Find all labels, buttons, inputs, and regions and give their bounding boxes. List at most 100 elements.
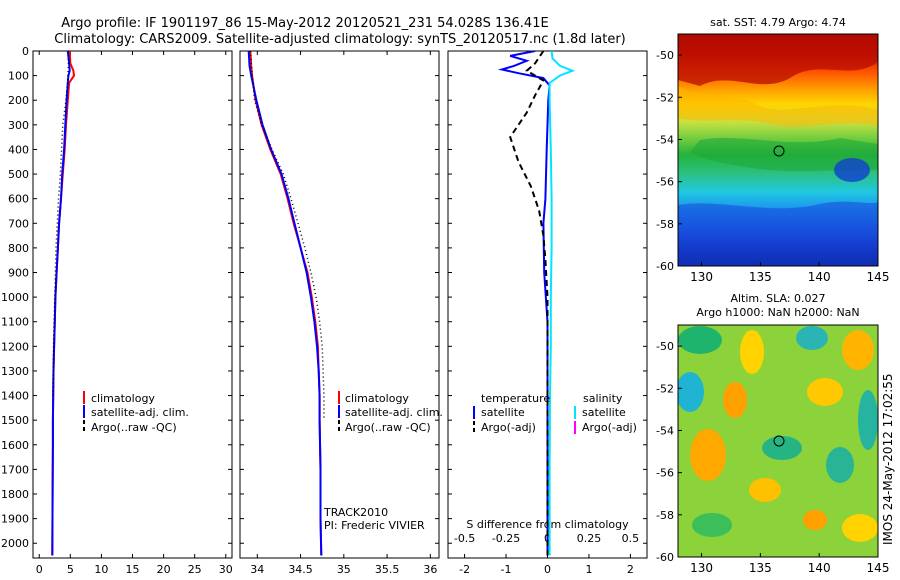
legend-head-temperature: temperature xyxy=(481,392,550,405)
sst-green-patch xyxy=(690,137,878,172)
map-x-tick-label: 140 xyxy=(808,561,831,575)
y-tick-label: 1700 xyxy=(1,463,29,476)
sla-map xyxy=(678,325,878,557)
x-tick-label: 20 xyxy=(157,563,171,576)
legend-label-argo-raw: Argo(..raw -QC) xyxy=(91,421,177,434)
map-y-tick-label: -56 xyxy=(656,467,674,480)
y-tick-label: 900 xyxy=(8,267,29,280)
sst-map-axes: 130 135 140 145 -50 -52 -54 -56 -58 -60 xyxy=(656,49,889,284)
map-x-tick-label: 135 xyxy=(749,270,772,284)
sla-blob xyxy=(678,326,722,354)
y-tick-label: 1600 xyxy=(1,439,29,452)
map-y-tick-label: -52 xyxy=(656,382,674,395)
sla-blob xyxy=(690,429,726,481)
plot-frame xyxy=(239,50,440,559)
sla-blob xyxy=(762,436,802,460)
legend-label-satellite-adj: satellite-adj. clim. xyxy=(345,406,443,419)
map-x-tick-label: 145 xyxy=(867,270,890,284)
salinity-panel: 34 34.5 35 35.5 36 salinity xyxy=(239,50,440,580)
y-tick-label: 500 xyxy=(8,168,29,181)
y-tick-label: 1000 xyxy=(1,291,29,304)
series-group xyxy=(247,51,325,556)
sst-cold-eddy xyxy=(834,158,870,182)
y-tick-label: 800 xyxy=(8,242,29,255)
x-tick-label: -2 xyxy=(459,563,470,576)
salinity-legend: climatology satellite-adj. clim. Argo(..… xyxy=(338,391,443,434)
sst-warm-patch xyxy=(678,34,878,86)
x-tick-label: 5 xyxy=(67,563,74,576)
map-y-tick-label: -58 xyxy=(656,218,674,231)
series-line-temperature-argo-adj- xyxy=(509,51,549,556)
map-y-tick-label: -52 xyxy=(656,91,674,104)
y-tick-label: 400 xyxy=(8,143,29,156)
sla-blob xyxy=(796,326,828,350)
y-tick-label: 1100 xyxy=(1,316,29,329)
x-tick-label: 35 xyxy=(337,563,351,576)
x-tick-label: 10 xyxy=(94,563,108,576)
y-tick-label: 1800 xyxy=(1,488,29,501)
sla-map-title1: Altim. SLA: 0.027 xyxy=(730,292,825,305)
timestamp-label: IMOS 24-May-2012 17:02:55 xyxy=(881,373,895,545)
legend-label-temp-argo: Argo(-adj) xyxy=(481,421,536,434)
series-line-satellite-adj-clim- xyxy=(247,51,323,556)
temperature-legend: climatology satellite-adj. clim. Argo(..… xyxy=(83,391,189,434)
sla-blob xyxy=(678,372,704,412)
legend-label-satellite-adj: satellite-adj. clim. xyxy=(91,406,189,419)
difference-panel: -2-1012T difference from climatologyS di… xyxy=(447,50,648,580)
x-tick-label: 0 xyxy=(544,563,551,576)
secondary-tick-label: -0.25 xyxy=(492,532,520,545)
sla-map-frame xyxy=(677,324,879,558)
y-tick-label: 1400 xyxy=(1,390,29,403)
map-x-tick-label: 130 xyxy=(690,270,713,284)
sst-blue-patch xyxy=(678,201,878,266)
x-tick-label: 30 xyxy=(219,563,233,576)
legend-label-sal-argo: Argo(-adj) xyxy=(582,421,637,434)
difference-legend: temperature salinity satellite Argo(-adj… xyxy=(473,392,637,434)
sla-blob xyxy=(807,378,843,406)
x-tick-label: 1 xyxy=(585,563,592,576)
sla-blob xyxy=(842,514,878,542)
y-tick-label: 200 xyxy=(8,94,29,107)
sst-map-frame xyxy=(677,33,879,267)
x-tick-label: 0 xyxy=(36,563,43,576)
secondary-tick-label: 0.25 xyxy=(577,532,602,545)
legend-head-salinity: salinity xyxy=(583,392,623,405)
y-tick-label: 1900 xyxy=(1,513,29,526)
x-axis-label: temperature (deg C) xyxy=(76,578,189,580)
secondary-tick-label: -0.5 xyxy=(454,532,475,545)
sla-blob xyxy=(740,330,764,374)
y-tick-label: 1200 xyxy=(1,340,29,353)
figure-title-line1: Argo profile: IF 1901197_86 15-May-2012 … xyxy=(61,16,548,31)
sla-blob xyxy=(826,447,854,483)
sla-map-title2: Argo h1000: NaN h2000: NaN xyxy=(696,306,859,319)
y-tick-label: 100 xyxy=(8,70,29,83)
x-axis-label: T difference from climatology xyxy=(466,578,629,580)
x-tick-label: 2 xyxy=(627,563,634,576)
sst-map xyxy=(678,34,878,266)
series-line-salinity-satellite xyxy=(548,51,576,556)
temperature-panel: 0100200300400500600700800900100011001200… xyxy=(1,45,233,580)
pi-label: PI: Frederic VIVIER xyxy=(324,519,425,532)
map-y-tick-label: -54 xyxy=(656,424,674,437)
map-x-tick-label: 135 xyxy=(749,561,772,575)
sla-blob xyxy=(803,510,827,530)
x-axis-label: salinity xyxy=(320,578,360,580)
x-tick-label: 34.5 xyxy=(288,563,313,576)
map-y-tick-label: -56 xyxy=(656,176,674,189)
x-tick-label: -1 xyxy=(501,563,512,576)
y-tick-label: 2000 xyxy=(1,537,29,550)
y-tick-label: 1500 xyxy=(1,414,29,427)
x-tick-label: 35.5 xyxy=(375,563,400,576)
legend-label-sal-satellite: satellite xyxy=(582,406,626,419)
sst-orange-patch xyxy=(678,86,878,127)
sla-blob xyxy=(723,382,747,418)
map-y-tick-label: -50 xyxy=(656,49,674,62)
sla-blob xyxy=(858,390,878,450)
map-y-tick-label: -54 xyxy=(656,133,674,146)
argo-location-marker xyxy=(773,435,785,447)
y-tick-label: 300 xyxy=(8,119,29,132)
sst-map-title: sat. SST: 4.79 Argo: 4.74 xyxy=(710,16,846,29)
x-tick-label: 36 xyxy=(423,563,437,576)
x-tick-label: 25 xyxy=(188,563,202,576)
sla-blob xyxy=(842,330,874,370)
